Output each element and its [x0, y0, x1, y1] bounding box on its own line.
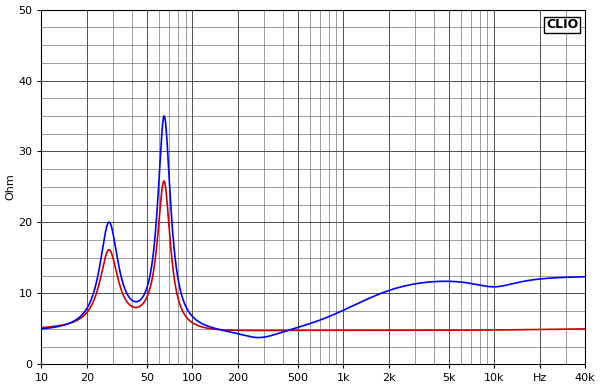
Y-axis label: Ohm: Ohm [5, 173, 16, 200]
Text: CLIO: CLIO [546, 18, 579, 32]
